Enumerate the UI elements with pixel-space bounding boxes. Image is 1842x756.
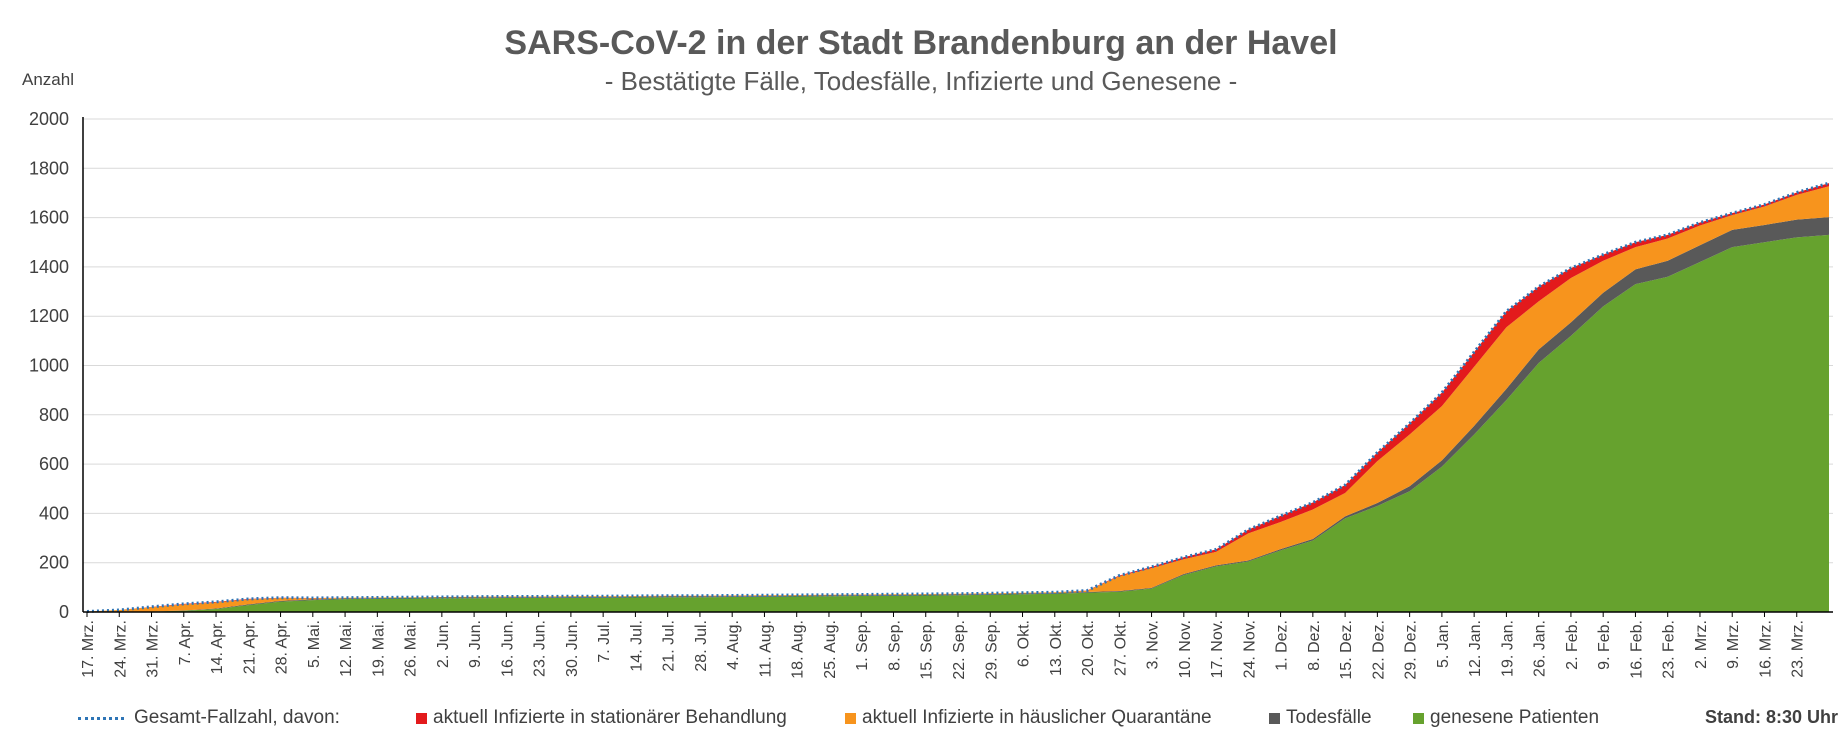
x-tick-label: 1. Dez. <box>1274 620 1291 671</box>
x-tick-label: 21. Apr. <box>241 620 258 674</box>
x-tick-label: 28. Jul. <box>693 620 710 672</box>
y-tick-label: 1200 <box>29 306 69 326</box>
x-tick-label: 19. Jan. <box>1499 620 1516 677</box>
chart-subtitle: - Bestätigte Fälle, Todesfälle, Infizier… <box>604 66 1238 96</box>
y-tick-label: 1400 <box>29 257 69 277</box>
x-tick-label: 14. Apr. <box>209 620 226 674</box>
legend-swatch-stationaer <box>416 712 427 724</box>
gridlines <box>83 118 1833 564</box>
x-tick-label: 29. Dez. <box>1403 620 1420 680</box>
area-genesene <box>87 234 1829 613</box>
x-tick-label: 24. Nov. <box>1241 620 1258 678</box>
y-tick-label: 800 <box>39 405 69 425</box>
x-tick-label: 31. Mrz. <box>145 620 162 678</box>
x-tick-label: 16. Jun. <box>499 620 516 677</box>
x-tick-label: 17. Mrz. <box>80 620 97 678</box>
x-tick-label: 16. Feb. <box>1628 620 1645 679</box>
x-tick-label: 13. Okt. <box>1048 620 1065 676</box>
x-tick-label: 20. Okt. <box>1080 620 1097 676</box>
x-tick-label: 16. Mrz. <box>1757 620 1774 678</box>
x-tick-label: 9. Mrz. <box>1725 620 1742 669</box>
legend-item-stationaer: aktuell Infizierte in stationärer Behand… <box>416 707 787 729</box>
legend-item-genesene: genesene Patienten <box>1413 707 1599 729</box>
legend-label-quarantaene: aktuell Infizierte in häuslicher Quarant… <box>862 707 1212 728</box>
x-tick-label: 11. Aug. <box>757 620 774 678</box>
line-gesamt <box>86 181 1830 614</box>
x-tick-label: 10. Nov. <box>1177 620 1194 678</box>
x-tick-label: 15. Dez. <box>1338 620 1355 680</box>
legend-label-todesfaelle: Todesfälle <box>1286 707 1372 728</box>
x-tick-label: 5. Mai. <box>306 620 323 668</box>
x-tick-label: 14. Jul. <box>628 620 645 672</box>
stacked-areas <box>87 183 1829 613</box>
y-tick-label: 1000 <box>29 356 69 376</box>
x-tick-label: 18. Aug. <box>790 620 807 679</box>
x-tick-label: 23. Feb. <box>1661 620 1678 679</box>
legend-item-quarantaene: aktuell Infizierte in häuslicher Quarant… <box>845 707 1212 729</box>
x-tick-label: 15. Sep. <box>919 620 936 680</box>
y-tick-label: 2000 <box>29 109 69 129</box>
y-tick-labels: 0 200 400 600 800 1000 1200 1400 1600 1800 2000 <box>29 109 69 622</box>
x-tick-label: 28. Apr. <box>274 620 291 674</box>
y-tick-label: 0 <box>59 602 69 622</box>
x-tick-label: 7. Apr. <box>177 620 194 665</box>
x-tick-label: 4. Aug. <box>725 620 742 670</box>
x-tick-label: 12. Mai. <box>338 620 355 677</box>
x-tick-label: 22. Dez. <box>1370 620 1387 680</box>
x-tick-label: 26. Mai. <box>403 620 420 677</box>
legend-swatch-genesene <box>1413 712 1424 724</box>
x-tick-label: 8. Sep. <box>886 620 903 671</box>
area-quarantaene <box>87 186 1829 612</box>
y-axis-label: Anzahl <box>22 70 74 89</box>
y-tick-label: 600 <box>39 454 69 474</box>
x-tick-label: 2. Jun. <box>435 620 452 668</box>
total-line <box>86 181 1830 614</box>
x-tick-label: 19. Mai. <box>370 620 387 677</box>
chart-title: SARS-CoV-2 in der Stadt Brandenburg an d… <box>504 24 1338 62</box>
x-tick-label: 1. Sep. <box>854 620 871 671</box>
x-tick-label: 5. Jan. <box>1435 620 1452 668</box>
legend-label-stationaer: aktuell Infizierte in stationärer Behand… <box>433 707 787 728</box>
y-tick-label: 200 <box>39 553 69 573</box>
y-tick-label: 1600 <box>29 208 69 228</box>
legend-item-gesamt: Gesamt-Fallzahl, davon: <box>78 707 340 729</box>
legend-swatch-todesfaelle <box>1269 712 1280 724</box>
legend-swatch-quarantaene <box>845 712 856 724</box>
x-tick-label: 8. Dez. <box>1306 620 1323 671</box>
x-tick-label: 3. Nov. <box>1145 620 1162 670</box>
status-timestamp: Stand: 8:30 Uhr <box>1704 707 1838 727</box>
x-tick-label: 29. Sep. <box>983 620 1000 680</box>
x-tick-label: 26. Jan. <box>1532 620 1549 677</box>
x-tick-label: 12. Jan. <box>1467 620 1484 677</box>
x-tick-label: 21. Jul. <box>661 620 678 672</box>
legend-label-gesamt: Gesamt-Fallzahl, davon: <box>134 707 340 728</box>
x-tick-label: 2. Feb. <box>1564 620 1581 670</box>
x-tick-label: 30. Jun. <box>564 620 581 677</box>
legend-swatch-gesamt <box>78 716 124 720</box>
x-tick-label: 6. Okt. <box>1016 620 1033 667</box>
x-tick-label: 22. Sep. <box>951 620 968 680</box>
x-tick-labels: 17. Mrz. 24. Mrz. 31. Mrz. 7. Apr. 14. Apr. 2… <box>80 612 1807 680</box>
x-tick-label: 27. Okt. <box>1112 620 1129 676</box>
x-tick-label: 25. Aug. <box>822 620 839 679</box>
legend-item-todesfaelle: Todesfälle <box>1269 707 1372 729</box>
y-tick-label: 400 <box>39 503 69 523</box>
x-tick-label: 9. Feb. <box>1596 620 1613 670</box>
legend-label-genesene: genesene Patienten <box>1430 707 1600 728</box>
x-tick-label: 2. Mrz. <box>1693 620 1710 669</box>
x-tick-label: 23. Jun. <box>532 620 549 677</box>
y-tick-label: 1800 <box>29 158 69 178</box>
x-tick-label: 9. Jun. <box>467 620 484 668</box>
x-tick-label: 24. Mrz. <box>112 620 129 678</box>
x-tick-label: 17. Nov. <box>1209 620 1226 678</box>
x-tick-label: 7. Jul. <box>596 620 613 663</box>
x-tick-label: 23. Mrz. <box>1790 620 1807 678</box>
